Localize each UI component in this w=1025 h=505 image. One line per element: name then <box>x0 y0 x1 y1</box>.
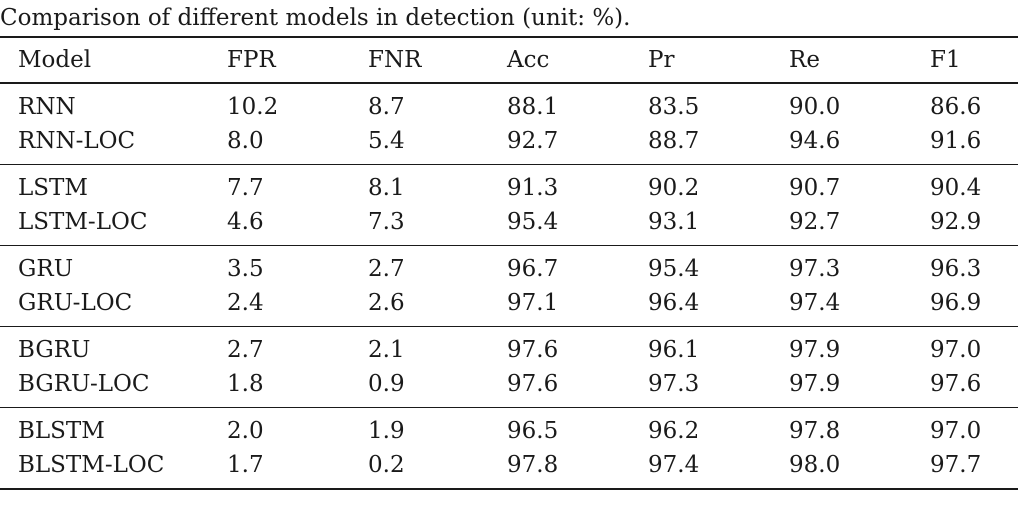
fnr-cell: 0.2 <box>368 452 405 478</box>
pr-cell: 96.2 <box>648 418 700 444</box>
fnr-cell: 5.4 <box>368 128 405 154</box>
fpr-cell: 2.7 <box>227 337 264 363</box>
re-cell: 90.7 <box>789 175 841 201</box>
column-header-fnr: FNR <box>368 47 422 73</box>
acc-cell: 97.8 <box>507 452 559 478</box>
column-header-fpr: FPR <box>227 47 276 73</box>
acc-cell: 97.6 <box>507 371 559 397</box>
model-cell: BLSTM-LOC <box>18 452 165 478</box>
pr-cell: 96.4 <box>648 290 700 316</box>
pr-cell: 90.2 <box>648 175 700 201</box>
pr-cell: 97.3 <box>648 371 700 397</box>
results-table: Model FPR FNR Acc Pr Re F1 RNN 10.2 8.7 … <box>0 36 1018 490</box>
f1-cell: 96.9 <box>930 290 982 316</box>
column-header-re: Re <box>789 47 820 73</box>
table-row: RNN 10.2 8.7 88.1 83.5 90.0 86.6 <box>0 83 1018 124</box>
model-group-lstm: LSTM 7.7 8.1 91.3 90.2 90.7 90.4 LSTM-LO… <box>0 165 1018 246</box>
model-cell: BGRU-LOC <box>18 371 150 397</box>
f1-cell: 97.0 <box>930 418 982 444</box>
column-header-f1: F1 <box>930 47 961 73</box>
table-row: GRU-LOC 2.4 2.6 97.1 96.4 97.4 96.9 <box>0 286 1018 327</box>
acc-cell: 96.7 <box>507 256 559 282</box>
column-header-acc: Acc <box>507 47 550 73</box>
model-cell: LSTM <box>18 175 88 201</box>
fpr-cell: 7.7 <box>227 175 264 201</box>
pr-cell: 88.7 <box>648 128 700 154</box>
fnr-cell: 0.9 <box>368 371 405 397</box>
results-table-container: Model FPR FNR Acc Pr Re F1 RNN 10.2 8.7 … <box>0 36 1018 490</box>
fnr-cell: 8.7 <box>368 94 405 120</box>
f1-cell: 97.7 <box>930 452 982 478</box>
column-header-pr: Pr <box>648 47 675 73</box>
model-cell: GRU <box>18 256 74 282</box>
table-row: BLSTM-LOC 1.7 0.2 97.8 97.4 98.0 97.7 <box>0 448 1018 489</box>
fnr-cell: 8.1 <box>368 175 405 201</box>
model-cell: RNN-LOC <box>18 128 136 154</box>
table-row: BGRU 2.7 2.1 97.6 96.1 97.9 97.0 <box>0 327 1018 368</box>
fnr-cell: 2.1 <box>368 337 405 363</box>
table-row: BGRU-LOC 1.8 0.9 97.6 97.3 97.9 97.6 <box>0 367 1018 408</box>
table-row: RNN-LOC 8.0 5.4 92.7 88.7 94.6 91.6 <box>0 124 1018 165</box>
fpr-cell: 1.7 <box>227 452 264 478</box>
re-cell: 98.0 <box>789 452 841 478</box>
model-group-rnn: RNN 10.2 8.7 88.1 83.5 90.0 86.6 RNN-LOC… <box>0 83 1018 165</box>
re-cell: 97.4 <box>789 290 841 316</box>
re-cell: 97.9 <box>789 337 841 363</box>
table-header-row: Model FPR FNR Acc Pr Re F1 <box>0 37 1018 83</box>
fpr-cell: 2.4 <box>227 290 264 316</box>
model-cell: GRU-LOC <box>18 290 133 316</box>
f1-cell: 97.6 <box>930 371 982 397</box>
f1-cell: 91.6 <box>930 128 982 154</box>
acc-cell: 92.7 <box>507 128 559 154</box>
model-group-bgru: BGRU 2.7 2.1 97.6 96.1 97.9 97.0 BGRU-LO… <box>0 327 1018 408</box>
model-cell: BLSTM <box>18 418 105 444</box>
fpr-cell: 4.6 <box>227 209 264 235</box>
re-cell: 94.6 <box>789 128 841 154</box>
re-cell: 92.7 <box>789 209 841 235</box>
table-row: LSTM-LOC 4.6 7.3 95.4 93.1 92.7 92.9 <box>0 205 1018 246</box>
acc-cell: 95.4 <box>507 209 559 235</box>
fnr-cell: 1.9 <box>368 418 405 444</box>
table-row: LSTM 7.7 8.1 91.3 90.2 90.7 90.4 <box>0 165 1018 206</box>
acc-cell: 96.5 <box>507 418 559 444</box>
fpr-cell: 1.8 <box>227 371 264 397</box>
table-row: GRU 3.5 2.7 96.7 95.4 97.3 96.3 <box>0 246 1018 287</box>
model-cell: RNN <box>18 94 76 120</box>
f1-cell: 92.9 <box>930 209 982 235</box>
pr-cell: 95.4 <box>648 256 700 282</box>
model-cell: BGRU <box>18 337 91 363</box>
column-header-model: Model <box>18 47 92 73</box>
model-group-blstm: BLSTM 2.0 1.9 96.5 96.2 97.8 97.0 BLSTM-… <box>0 408 1018 489</box>
fpr-cell: 2.0 <box>227 418 264 444</box>
fpr-cell: 3.5 <box>227 256 264 282</box>
f1-cell: 86.6 <box>930 94 982 120</box>
f1-cell: 96.3 <box>930 256 982 282</box>
re-cell: 97.8 <box>789 418 841 444</box>
f1-cell: 90.4 <box>930 175 982 201</box>
fpr-cell: 8.0 <box>227 128 264 154</box>
table-row: BLSTM 2.0 1.9 96.5 96.2 97.8 97.0 <box>0 408 1018 449</box>
table-caption: Comparison of different models in detect… <box>0 5 631 31</box>
acc-cell: 97.1 <box>507 290 559 316</box>
acc-cell: 91.3 <box>507 175 559 201</box>
pr-cell: 97.4 <box>648 452 700 478</box>
pr-cell: 83.5 <box>648 94 700 120</box>
f1-cell: 97.0 <box>930 337 982 363</box>
fnr-cell: 2.7 <box>368 256 405 282</box>
acc-cell: 97.6 <box>507 337 559 363</box>
model-group-gru: GRU 3.5 2.7 96.7 95.4 97.3 96.3 GRU-LOC … <box>0 246 1018 327</box>
fpr-cell: 10.2 <box>227 94 279 120</box>
fnr-cell: 2.6 <box>368 290 405 316</box>
pr-cell: 93.1 <box>648 209 700 235</box>
re-cell: 97.9 <box>789 371 841 397</box>
acc-cell: 88.1 <box>507 94 559 120</box>
re-cell: 97.3 <box>789 256 841 282</box>
model-cell: LSTM-LOC <box>18 209 148 235</box>
pr-cell: 96.1 <box>648 337 700 363</box>
re-cell: 90.0 <box>789 94 841 120</box>
fnr-cell: 7.3 <box>368 209 405 235</box>
